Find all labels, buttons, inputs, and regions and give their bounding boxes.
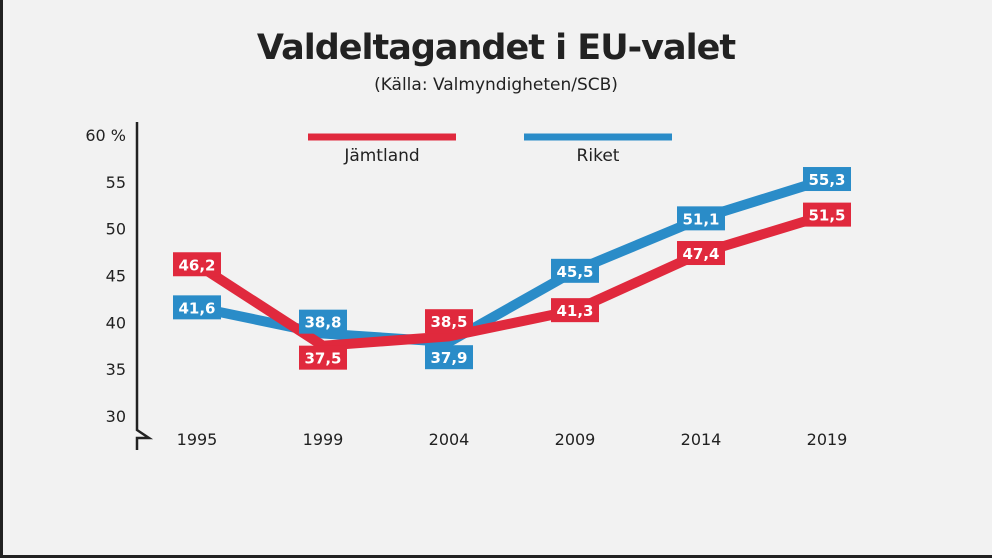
y-tick-label: 35 (106, 360, 126, 379)
data-label-box (803, 202, 851, 227)
data-label-box (299, 309, 347, 334)
data-label: 38,8 (304, 314, 341, 332)
legend-label: Riket (577, 146, 620, 166)
y-tick-label: 40 (106, 313, 126, 332)
data-label: 45,5 (556, 263, 593, 281)
x-tick-label: 1995 (177, 430, 218, 449)
y-axis (135, 122, 154, 450)
data-label-box (173, 295, 221, 320)
frame-left (0, 0, 3, 558)
data-label: 38,5 (430, 313, 467, 331)
chart-title: Valdeltagandet i EU-valet (256, 28, 736, 68)
data-label: 41,3 (556, 302, 593, 320)
data-label: 55,3 (808, 171, 845, 189)
y-tick-label: 60 % (85, 126, 126, 145)
data-label: 41,6 (178, 299, 215, 317)
series-line-jämtland (194, 209, 829, 351)
y-tick-label: 55 (106, 173, 126, 192)
x-tick-label: 2014 (681, 430, 722, 449)
y-tick-label: 50 (106, 220, 126, 239)
data-label: 37,5 (304, 350, 341, 368)
legend-label: Jämtland (343, 146, 419, 166)
y-tick-label: 30 (106, 407, 126, 426)
data-label-box (803, 167, 851, 192)
series-line-riket (195, 174, 829, 348)
data-label: 37,9 (430, 349, 467, 367)
data-label-box (425, 345, 473, 370)
chart-subtitle: (Källa: Valmyndigheten/SCB) (374, 75, 618, 95)
x-tick-label: 1999 (303, 430, 344, 449)
frame-bottom (0, 555, 992, 558)
x-tick-label: 2009 (555, 430, 596, 449)
data-label-box (551, 258, 599, 283)
y-tick-label: 45 (106, 267, 126, 286)
data-label-box (425, 309, 473, 334)
data-label-box (551, 298, 599, 323)
data-label: 51,1 (682, 210, 719, 228)
data-label-box (677, 241, 725, 266)
x-tick-label: 2019 (807, 430, 848, 449)
data-label-box (677, 206, 725, 231)
data-label: 46,2 (178, 256, 215, 274)
data-label-box (299, 345, 347, 370)
data-label: 51,5 (808, 207, 845, 225)
data-label-box (173, 252, 221, 277)
x-tick-label: 2004 (429, 430, 470, 449)
data-label: 47,4 (682, 245, 719, 263)
